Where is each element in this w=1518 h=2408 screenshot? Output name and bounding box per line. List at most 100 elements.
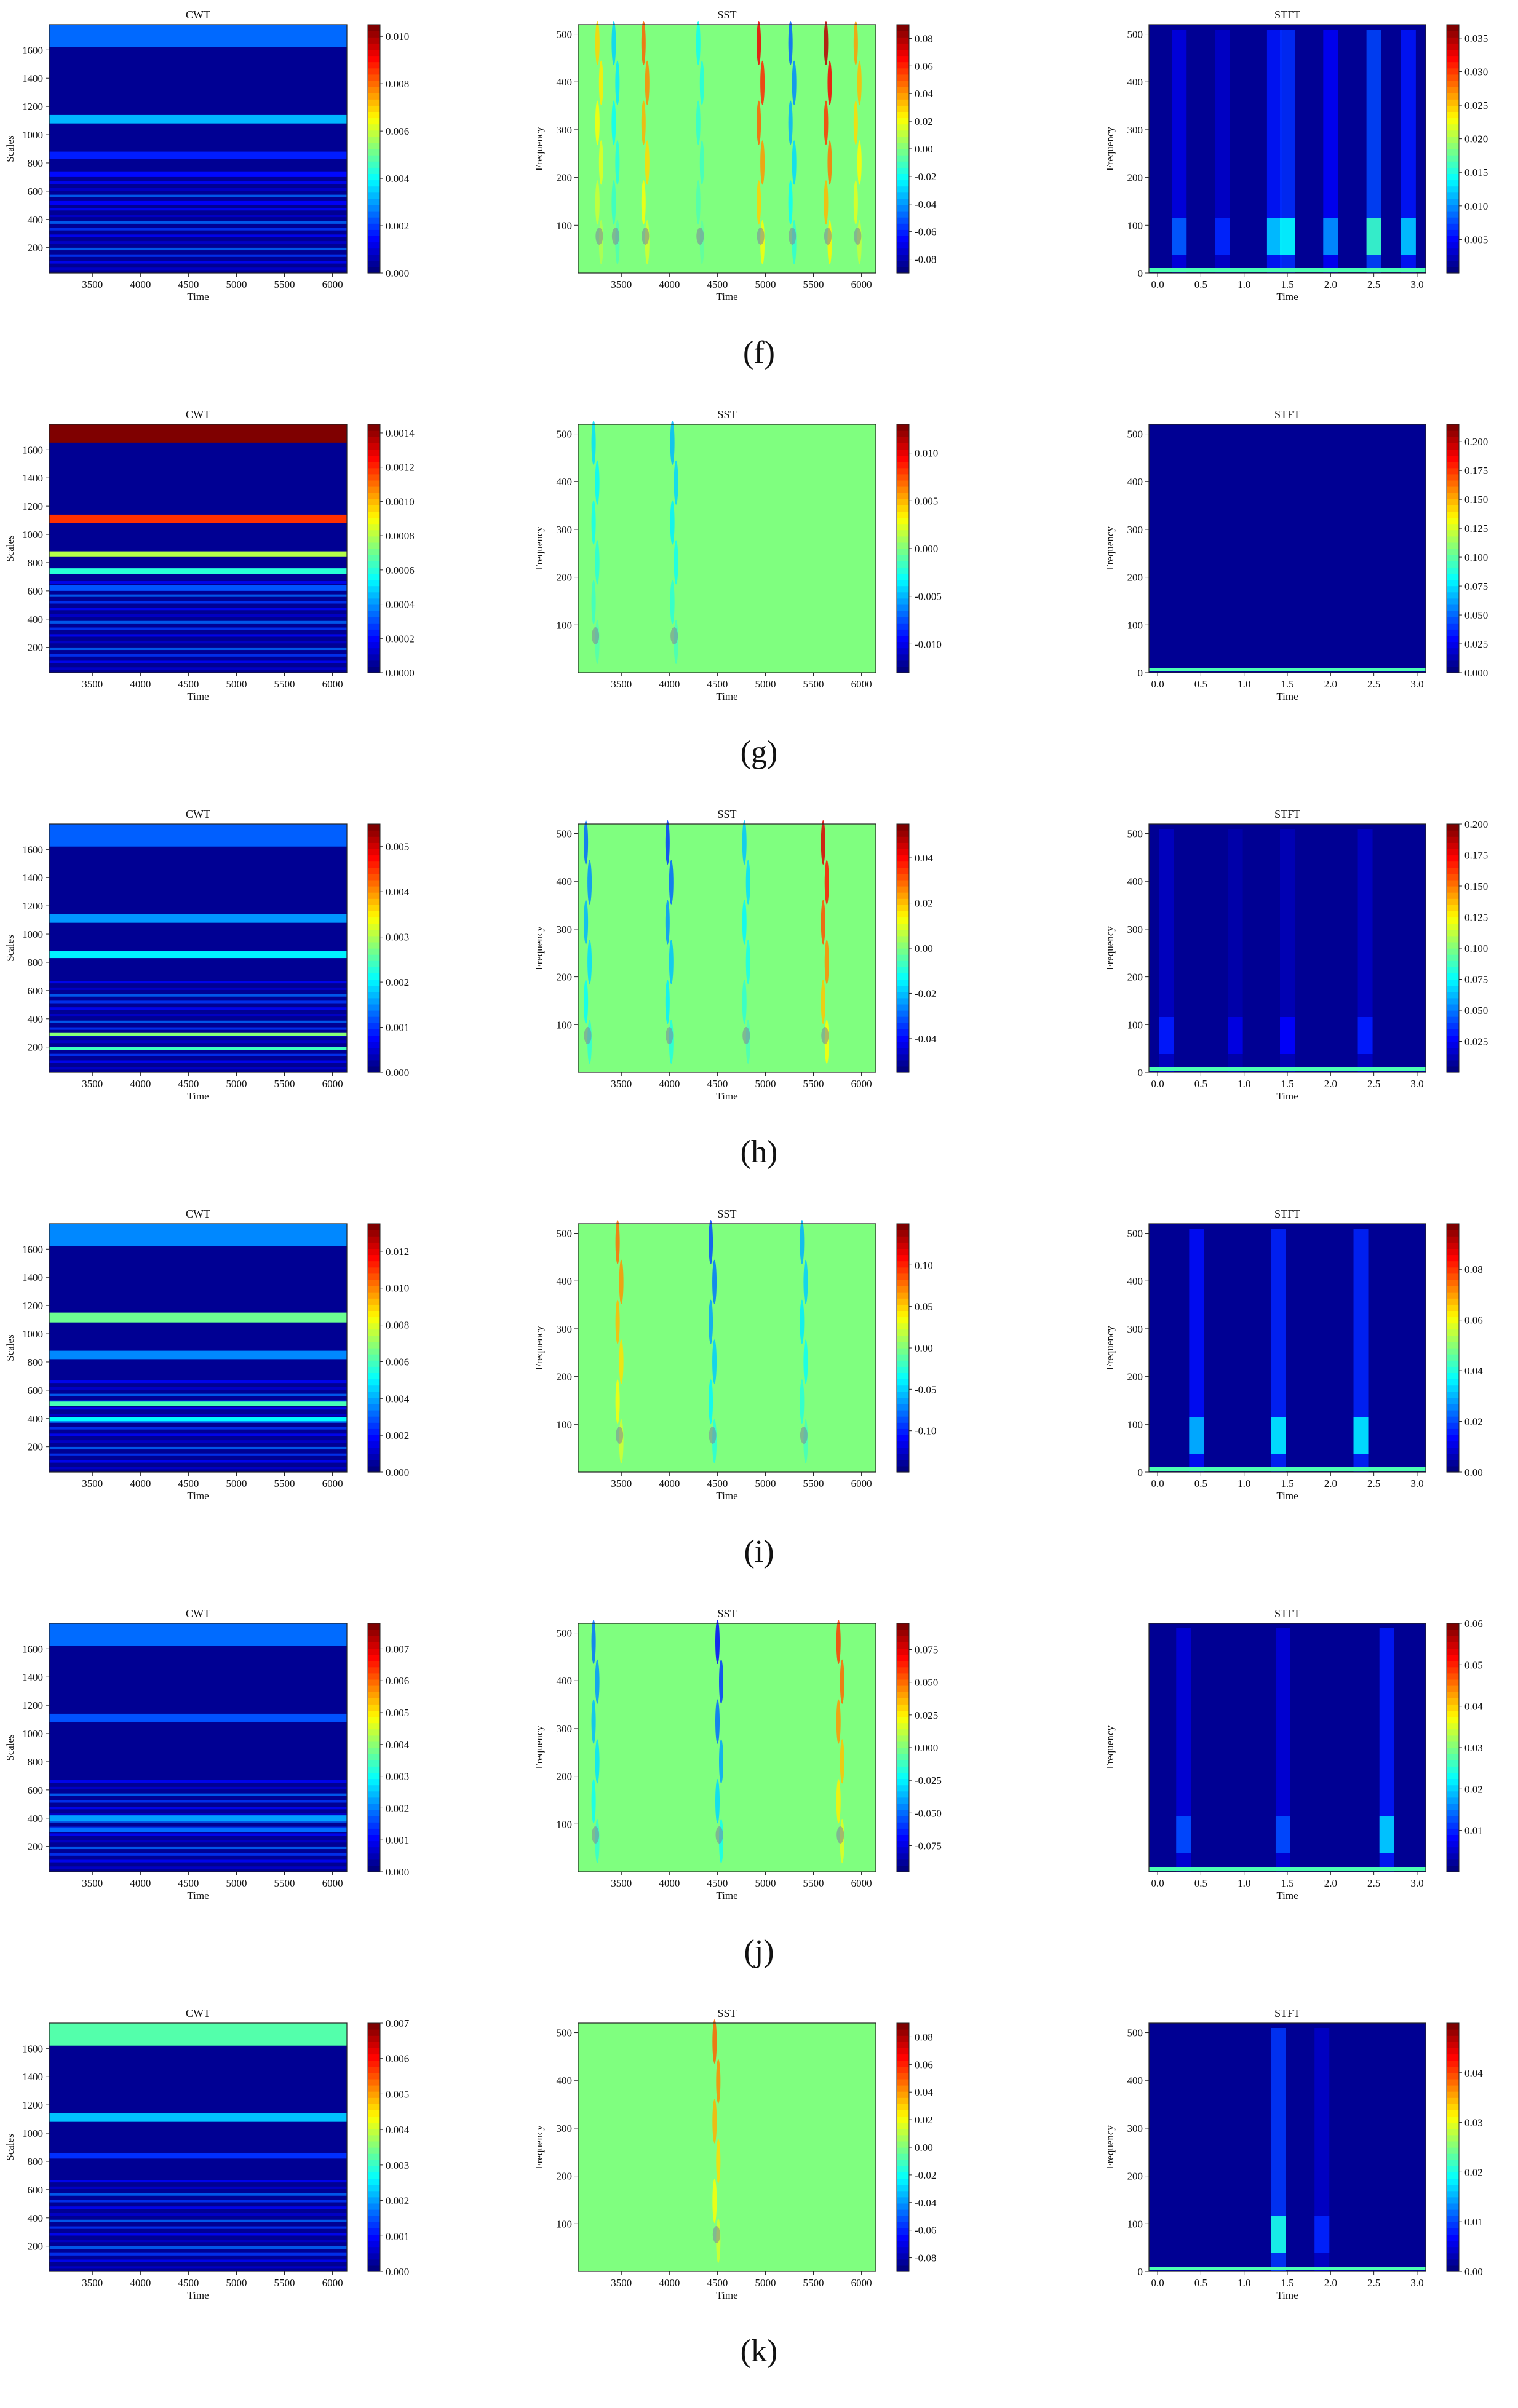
x-tick-label: 2.0 — [1324, 678, 1337, 690]
y-tick-label: 600 — [28, 985, 44, 997]
colorbar-tick-label: 0.007 — [386, 2018, 410, 2029]
heatmap-stripe — [49, 2226, 347, 2229]
heatmap-stripe — [49, 1833, 347, 1836]
colorbar-segment — [368, 1748, 380, 1754]
x-axis-label: Time — [187, 1490, 209, 1502]
colorbar-segment — [897, 1248, 909, 1256]
colorbar-segment — [1447, 1354, 1459, 1361]
y-tick-label: 400 — [1127, 2075, 1143, 2086]
x-tick-label: 3500 — [611, 2277, 632, 2289]
colorbar-segment — [897, 424, 909, 431]
colorbar-segment — [897, 142, 909, 149]
colorbar-segment — [897, 1047, 909, 1055]
colorbar-segment — [368, 855, 380, 862]
colorbar-segment — [897, 1416, 909, 1423]
colorbar-segment — [368, 623, 380, 630]
colorbar-segment — [1447, 585, 1459, 593]
heatmap-band — [49, 1312, 347, 1323]
colorbar-segment — [1447, 93, 1459, 100]
y-tick-label: 100 — [1127, 220, 1143, 231]
colorbar-segment — [368, 1041, 380, 1048]
heatmap-stripe — [49, 627, 347, 630]
colorbar-segment — [368, 1403, 380, 1411]
plot-frame — [49, 424, 348, 673]
x-tick-label: 3500 — [611, 1877, 632, 1889]
colorbar-segment — [368, 917, 380, 924]
colorbar-segment — [897, 1372, 909, 1380]
colorbar-segment — [368, 1447, 380, 1454]
colorbar-segment — [897, 242, 909, 249]
colorbar-segment — [897, 2128, 909, 2136]
colorbar-tick-label: -0.02 — [915, 2169, 936, 2181]
y-tick-label: 800 — [28, 1756, 44, 1768]
colorbar-segment — [897, 186, 909, 193]
sst-streak — [615, 1220, 620, 1264]
stft-hotspot — [1357, 1017, 1373, 1054]
y-tick-label: 500 — [557, 1228, 573, 1240]
heatmap-stripe — [49, 2233, 347, 2236]
sst-streak — [619, 1259, 624, 1304]
panel-cwt-3: CWT 3500 4000 4500 5000 5500 6000 Time 200 400 600… — [4, 808, 410, 1102]
y-axis-label: Frequency — [1104, 1326, 1116, 1370]
x-tick-label: 6000 — [322, 1877, 343, 1889]
heatmap-stripe — [49, 234, 347, 237]
x-tick-label: 1.0 — [1238, 279, 1250, 290]
colorbar-segment — [368, 480, 380, 487]
panel-title: SST — [717, 808, 736, 820]
y-tick-label: 1600 — [22, 844, 43, 855]
colorbar-tick-label: -0.05 — [915, 1384, 936, 1395]
heatmap-band — [49, 1350, 347, 1360]
y-tick-label: 800 — [28, 157, 44, 169]
colorbar-segment — [897, 849, 909, 856]
panel-title: STFT — [1274, 1607, 1300, 1620]
heatmap-stripe — [49, 2193, 347, 2196]
x-tick-label: 3.0 — [1410, 1877, 1423, 1889]
colorbar-segment — [368, 1023, 380, 1029]
colorbar-segment — [368, 1410, 380, 1417]
colorbar-tick-label: 0.0014 — [386, 427, 415, 439]
sst-blob — [836, 1826, 844, 1844]
colorbar-segment — [897, 1310, 909, 1318]
y-tick-label: 200 — [1127, 172, 1143, 184]
heatmap-stripe — [49, 987, 347, 990]
colorbar-segment — [897, 1010, 909, 1017]
colorbar-tick-label: 0.03 — [1464, 2117, 1483, 2129]
colorbar-segment — [1447, 1636, 1459, 1642]
y-axis-label: Scales — [4, 1734, 16, 1760]
colorbar-tick-label: 0.200 — [1464, 436, 1488, 448]
colorbar-segment — [1447, 155, 1459, 162]
heatmap-stripe — [49, 214, 347, 218]
x-tick-label: 1.5 — [1281, 2277, 1293, 2289]
colorbar-tick-label: -0.075 — [915, 1840, 942, 1852]
colorbar-tick-label: 0.00 — [915, 143, 933, 155]
sst-streak — [788, 100, 793, 145]
colorbar-segment — [1447, 1230, 1459, 1237]
colorbar-segment — [897, 499, 909, 505]
colorbar-segment — [897, 1354, 909, 1361]
colorbar-segment — [897, 598, 909, 605]
heatmap-stripe — [49, 2200, 347, 2203]
panel-title: STFT — [1274, 808, 1300, 820]
colorbar-segment — [1447, 1784, 1459, 1792]
colorbar-segment — [897, 2048, 909, 2055]
colorbar-tick-label: 0.04 — [1464, 2067, 1483, 2079]
x-tick-label: 5500 — [803, 1078, 824, 1090]
colorbar-segment — [368, 1766, 380, 1773]
colorbar-segment — [368, 1286, 380, 1293]
y-tick-label: 600 — [28, 1385, 44, 1396]
colorbar-segment — [897, 2259, 909, 2266]
sst-streak — [712, 1339, 717, 1384]
colorbar-segment — [1447, 180, 1459, 187]
colorbar-segment — [1447, 2172, 1459, 2179]
colorbar-segment — [897, 2234, 909, 2241]
colorbar-segment — [368, 2023, 380, 2030]
x-tick-label: 5000 — [226, 1478, 247, 1489]
colorbar-segment — [897, 74, 909, 81]
colorbar-segment — [368, 1267, 380, 1274]
colorbar-segment — [368, 1772, 380, 1780]
colorbar-segment — [1447, 1310, 1459, 1318]
colorbar-segment — [1447, 1391, 1459, 1398]
x-tick-label: 4500 — [707, 678, 728, 690]
y-tick-label: 100 — [1127, 619, 1143, 631]
panel-cwt-4: CWT 3500 4000 4500 5000 5500 6000 Time 200 400 600… — [4, 1208, 410, 1502]
